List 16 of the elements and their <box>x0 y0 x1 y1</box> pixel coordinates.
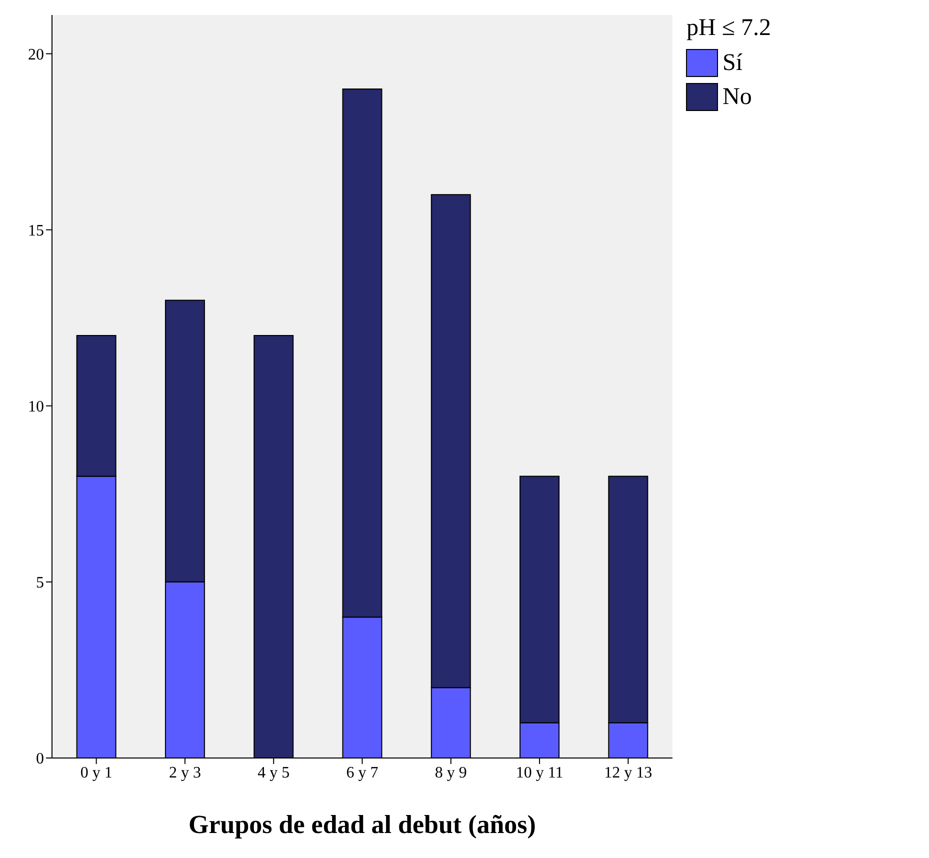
legend-label: Sí <box>722 50 742 76</box>
x-tick-label: 10 y 11 <box>516 764 564 782</box>
legend-title: pH ≤ 7.2 <box>686 15 771 42</box>
legend-label: No <box>722 84 752 110</box>
x-tick-label: 8 y 9 <box>434 764 467 782</box>
x-axis-title: Grupos de edad al debut (años) <box>188 810 536 839</box>
x-tick-label: 4 y 5 <box>258 764 290 782</box>
y-tick-label: 10 <box>28 398 44 416</box>
y-tick-label: 5 <box>36 574 44 592</box>
x-tick-label: 2 y 3 <box>168 764 201 782</box>
x-tick-label: 6 y 7 <box>346 764 378 782</box>
x-tick-label: 0 y 1 <box>80 764 112 782</box>
y-tick-label: 20 <box>28 46 44 64</box>
x-tick-label: 12 y 13 <box>604 764 652 782</box>
y-tick-label: 0 <box>36 750 44 768</box>
y-tick-label: 15 <box>28 222 44 240</box>
